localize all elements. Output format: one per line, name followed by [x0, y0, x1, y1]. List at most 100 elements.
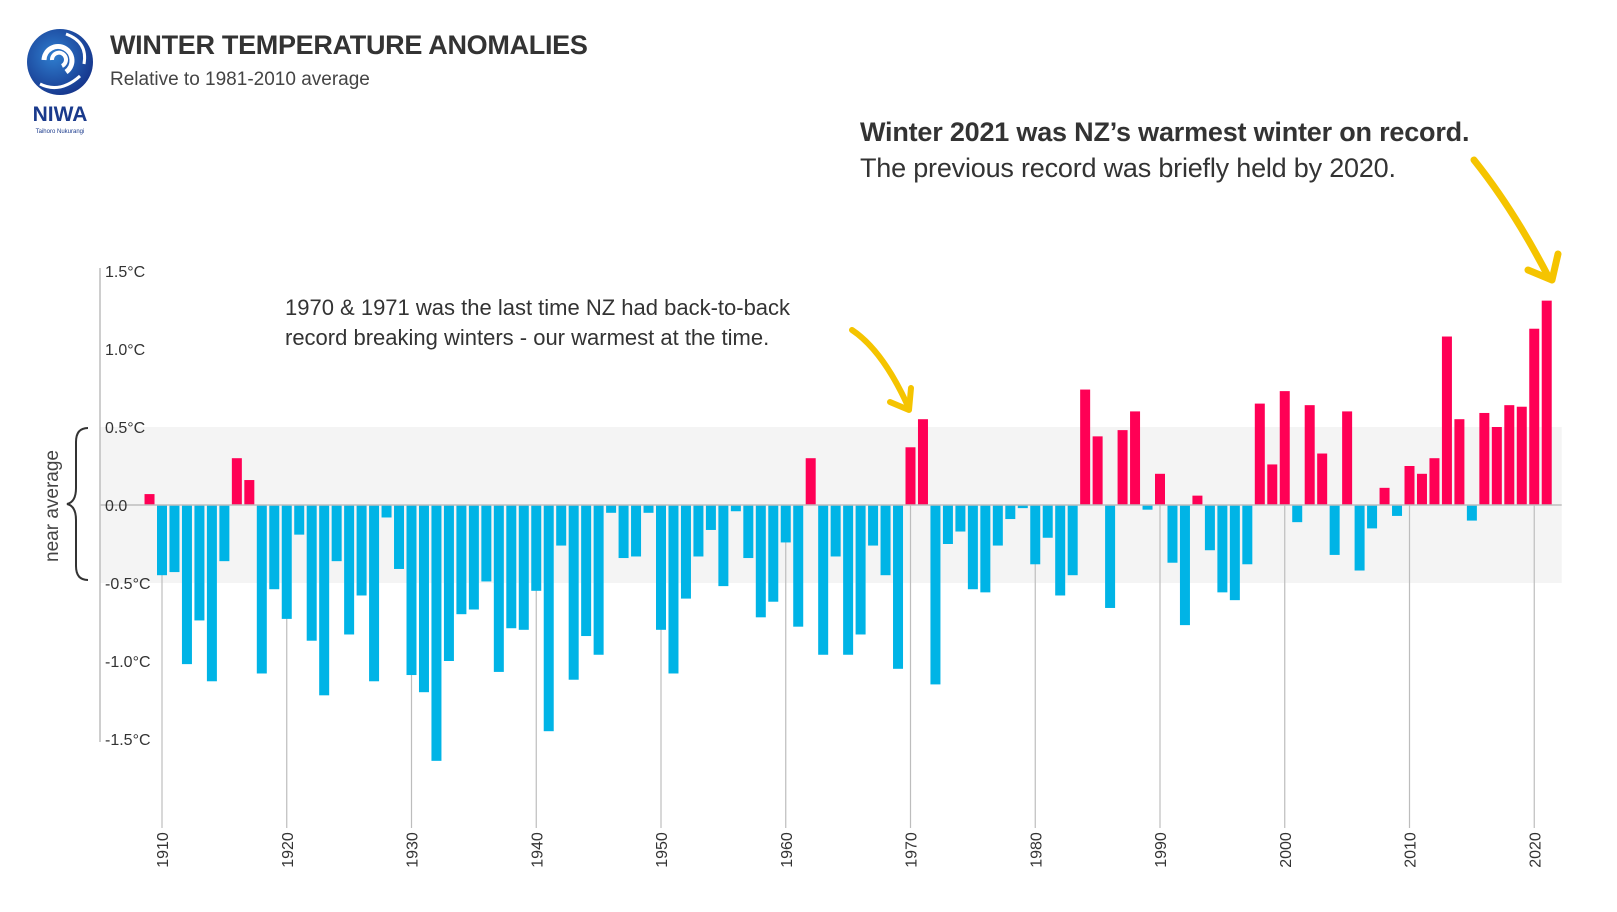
bar-1935 — [468, 505, 479, 610]
bar-1958 — [755, 505, 766, 618]
bar-2002 — [1304, 405, 1315, 505]
bar-1945 — [593, 505, 604, 655]
bar-2000 — [1279, 391, 1290, 505]
near-average-label: near average — [42, 450, 63, 562]
bar-1936 — [481, 505, 492, 582]
bar-1934 — [456, 505, 467, 615]
y-tick-label: 0.5°C — [105, 420, 145, 437]
bar-1974 — [955, 505, 966, 532]
y-tick-label: -0.5°C — [105, 576, 151, 593]
y-tick-label: 1.5°C — [105, 264, 145, 281]
bar-1998 — [1254, 403, 1265, 505]
bar-2007 — [1367, 505, 1378, 529]
bar-1933 — [443, 505, 454, 661]
bar-2016 — [1479, 412, 1490, 505]
bar-1982 — [1055, 505, 1066, 596]
bar-1980 — [1030, 505, 1041, 565]
bar-1911 — [169, 505, 180, 573]
bar-1928 — [381, 505, 392, 518]
bar-2009 — [1392, 505, 1403, 516]
x-tick-label: 1920 — [280, 832, 297, 868]
x-tick-label: 1950 — [654, 832, 671, 868]
y-tick-label: 1.0°C — [105, 342, 145, 359]
bar-1986 — [1105, 505, 1116, 608]
back-to-back-annotation: 1970 & 1971 was the last time NZ had bac… — [285, 293, 790, 353]
logo-text: NIWA — [33, 103, 88, 126]
bar-1917 — [244, 480, 255, 505]
bar-2021 — [1541, 300, 1552, 505]
bar-1929 — [394, 505, 405, 569]
x-tick-label: 2000 — [1278, 832, 1295, 868]
y-tick-label: -1.5°C — [105, 732, 151, 749]
bar-1963 — [818, 505, 829, 655]
bar-2015 — [1466, 505, 1477, 521]
bar-1999 — [1267, 464, 1278, 505]
bar-1960 — [780, 505, 791, 543]
bar-1996 — [1229, 505, 1240, 601]
bar-1920 — [281, 505, 292, 619]
bar-2003 — [1317, 453, 1328, 505]
bar-1925 — [344, 505, 355, 635]
bar-1910 — [157, 505, 167, 576]
bar-1962 — [805, 458, 816, 505]
niwa-logo: NIWA Taihoro Nukurangi — [27, 29, 93, 135]
logo-tagline: Taihoro Nukurangi — [36, 129, 85, 135]
record-annotation-bold: Winter 2021 was NZ’s warmest winter on r… — [860, 117, 1470, 147]
y-tick-label: 0.0 — [105, 498, 127, 515]
x-tick-label: 2010 — [1403, 832, 1420, 868]
bar-2020 — [1529, 328, 1540, 505]
bar-1937 — [493, 505, 504, 672]
bar-1967 — [868, 505, 879, 546]
y-tick-label: -1.0°C — [105, 654, 151, 671]
bar-1909 — [144, 494, 155, 505]
bar-1966 — [855, 505, 866, 635]
bar-1978 — [1005, 505, 1016, 520]
bar-1995 — [1217, 505, 1228, 593]
bar-1952 — [680, 505, 691, 599]
bar-2005 — [1342, 411, 1353, 505]
bar-1994 — [1204, 505, 1215, 551]
bar-1932 — [431, 505, 442, 761]
bar-1941 — [543, 505, 554, 732]
bar-1924 — [331, 505, 342, 562]
bar-2014 — [1454, 419, 1465, 505]
x-tick-label: 2020 — [1527, 832, 1544, 868]
bar-1949 — [643, 505, 654, 513]
chart-title: WINTER TEMPERATURE ANOMALIES — [110, 30, 588, 60]
bar-2004 — [1329, 505, 1340, 555]
bar-1997 — [1242, 505, 1253, 565]
x-tick-label: 1930 — [405, 832, 422, 868]
bar-1981 — [1042, 505, 1053, 538]
bar-1943 — [568, 505, 579, 680]
bar-2013 — [1441, 336, 1452, 505]
bar-1940 — [531, 505, 542, 591]
bar-1975 — [967, 505, 978, 590]
bar-1918 — [256, 505, 267, 674]
bar-1912 — [181, 505, 192, 665]
x-tick-label: 1910 — [155, 832, 172, 868]
bar-1972 — [930, 505, 941, 685]
bar-2019 — [1516, 406, 1527, 505]
record-annotation: Winter 2021 was NZ’s warmest winter on r… — [860, 114, 1469, 186]
bar-1913 — [194, 505, 205, 621]
bar-1969 — [893, 505, 904, 669]
bar-1914 — [206, 505, 217, 682]
bar-1926 — [356, 505, 367, 596]
bar-2018 — [1504, 405, 1515, 505]
bar-2008 — [1379, 487, 1390, 505]
bar-1939 — [518, 505, 529, 630]
bar-2017 — [1491, 427, 1502, 505]
bar-2012 — [1429, 458, 1440, 505]
back-to-back-line1: 1970 & 1971 was the last time NZ had bac… — [285, 295, 791, 320]
bar-1957 — [743, 505, 754, 559]
bar-1946 — [606, 505, 617, 513]
bar-1959 — [768, 505, 779, 602]
bar-1956 — [730, 505, 741, 512]
bar-1955 — [718, 505, 729, 587]
bar-2010 — [1404, 466, 1415, 505]
bar-1993 — [1192, 495, 1203, 505]
x-tick-label: 1970 — [904, 832, 921, 868]
bar-1953 — [693, 505, 704, 557]
x-tick-label: 1960 — [779, 832, 796, 868]
